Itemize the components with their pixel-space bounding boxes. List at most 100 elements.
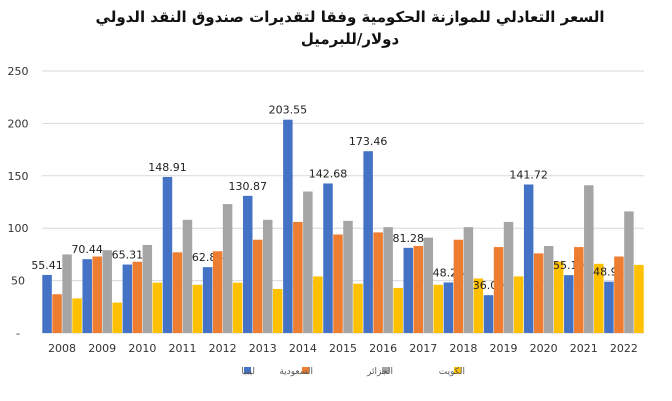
x-tick-label: 2010: [128, 342, 156, 355]
bar: [122, 264, 133, 333]
x-tick-label: 2017: [409, 342, 437, 355]
chart-subtitle: دولار/للبرميل: [300, 30, 400, 48]
data-label: 203.55: [269, 104, 308, 117]
x-tick-label: 2018: [449, 342, 477, 355]
bar: [42, 274, 52, 333]
bar: [413, 246, 424, 333]
y-tick-label: 200: [8, 117, 29, 130]
data-label: 142.68: [309, 167, 348, 180]
bar: [333, 234, 343, 333]
legend-label: الجزائر: [366, 367, 393, 377]
x-tick-label: 2015: [329, 342, 357, 355]
x-tick-label: 2008: [48, 342, 76, 355]
bar: [293, 221, 303, 333]
x-tick-label: 2011: [168, 342, 196, 355]
y-tick-label: 150: [8, 170, 29, 183]
bar: [634, 264, 644, 333]
bar: [604, 281, 614, 333]
bar: [72, 298, 82, 333]
bar: [564, 275, 574, 333]
bar: [584, 185, 594, 333]
data-label: 55.41: [31, 259, 63, 272]
data-label: 81.28: [393, 232, 425, 245]
legend-swatch: [382, 367, 389, 374]
bar: [574, 247, 584, 333]
bar: [363, 151, 373, 333]
bar: [262, 219, 273, 333]
bar: [373, 232, 383, 333]
y-tick-label: -: [16, 327, 20, 340]
x-tick-label: 2019: [490, 342, 518, 355]
bar: [523, 184, 534, 333]
bar: [112, 302, 122, 333]
bar: [393, 287, 403, 333]
legend-swatch: [302, 367, 309, 374]
x-tick-label: 2009: [88, 342, 116, 355]
chart-title: السعر التعادلي للموازنة الحكومية وفقا لت…: [95, 8, 605, 26]
bar: [433, 284, 444, 333]
data-label: 173.46: [349, 135, 388, 148]
legend-label: ليبيا: [241, 367, 255, 377]
bar: [202, 267, 213, 333]
bar: [142, 244, 153, 333]
data-label: 141.72: [509, 168, 548, 181]
bar: [453, 239, 464, 333]
x-tick-label: 2022: [610, 342, 638, 355]
bar: [533, 253, 544, 333]
bar: [323, 183, 333, 333]
bar: [242, 195, 253, 333]
bar: [82, 259, 92, 333]
bar: [624, 211, 634, 333]
legend-label: الكويت: [439, 367, 465, 377]
bar: [553, 261, 564, 333]
bar: [192, 284, 203, 333]
bar: [614, 256, 624, 333]
bar: [212, 251, 223, 333]
data-label: 130.87: [228, 180, 267, 193]
bar: [172, 252, 183, 333]
bar: [182, 219, 193, 333]
x-tick-label: 2013: [249, 342, 277, 355]
y-tick-label: 250: [8, 65, 29, 78]
bar: [152, 282, 163, 333]
x-tick-label: 2012: [209, 342, 237, 355]
y-tick-label: 50: [11, 275, 25, 288]
legend-swatch: [454, 367, 461, 374]
legend-swatch: [244, 367, 251, 374]
bar: [383, 227, 393, 333]
bar: [232, 282, 243, 333]
bar: [252, 239, 263, 333]
bar: [102, 250, 112, 333]
bar: [503, 221, 514, 333]
data-label: 148.91: [148, 161, 187, 174]
bar: [513, 276, 524, 333]
y-tick-label: 100: [8, 222, 29, 235]
data-label: 70.44: [71, 243, 103, 256]
bar: [423, 237, 434, 333]
bar: [92, 256, 102, 333]
bar: [483, 295, 494, 333]
bar: [222, 204, 233, 333]
bar: [543, 246, 554, 333]
bar: [132, 261, 143, 333]
data-label: 65.31: [112, 249, 144, 262]
bar: [353, 283, 363, 333]
bar: [52, 294, 62, 333]
bar: [313, 276, 323, 333]
x-tick-label: 2014: [289, 342, 317, 355]
bar: [343, 220, 353, 333]
bar: [62, 254, 72, 333]
bar: [303, 191, 313, 333]
bar: [283, 119, 293, 334]
bar: [443, 282, 454, 333]
bar: [473, 278, 484, 333]
bar: [463, 227, 474, 333]
bar: [162, 176, 173, 333]
bar: [594, 263, 604, 333]
legend-label: السعودية: [279, 367, 313, 377]
bar: [272, 288, 283, 333]
x-tick-label: 2021: [570, 342, 598, 355]
bar: [493, 247, 504, 333]
x-tick-label: 2016: [369, 342, 397, 355]
